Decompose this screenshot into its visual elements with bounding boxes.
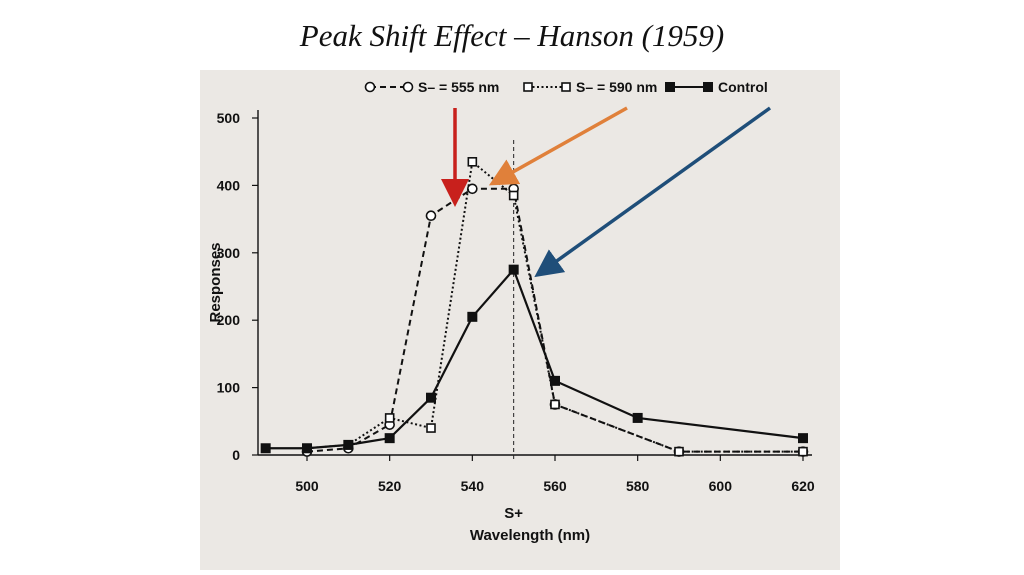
- data-point: [425, 210, 437, 222]
- y-tick-label: 100: [217, 380, 241, 396]
- data-point: [798, 446, 808, 457]
- y-tick-label: 300: [217, 245, 241, 261]
- data-point: [508, 264, 519, 275]
- data-point: [523, 82, 533, 92]
- x-tick-label: 520: [378, 478, 402, 494]
- data-point: [426, 423, 436, 433]
- x-tick-label: 620: [791, 478, 815, 494]
- y-tick-label: 0: [232, 447, 240, 463]
- data-point: [467, 311, 478, 322]
- legend-item-0: S– = 555 nm: [364, 79, 499, 95]
- data-point: [260, 443, 271, 454]
- y-tick-label: 200: [217, 312, 241, 328]
- series-line: [306, 187, 803, 453]
- data-point: [384, 413, 395, 423]
- data-point: [632, 412, 643, 423]
- data-point: [402, 81, 414, 93]
- data-point: [550, 375, 560, 386]
- annotation-arrow: [488, 106, 628, 186]
- legend-item-2: Control: [665, 79, 768, 95]
- legend-label: S– = 555 nm: [418, 79, 499, 95]
- legend-label: S– = 590 nm: [576, 79, 657, 95]
- x-tick-label: 600: [709, 478, 733, 494]
- y-axis-label: Responses: [207, 242, 224, 322]
- data-point: [426, 392, 436, 403]
- series-0: [301, 183, 809, 457]
- series-1: [302, 157, 808, 457]
- data-point: [364, 81, 376, 93]
- data-point: [550, 399, 560, 410]
- y-tick-label: 400: [217, 177, 241, 193]
- series-2: [260, 264, 808, 454]
- legend-item-1: S– = 590 nm: [523, 79, 657, 95]
- chart-svg: 0 100 200 300 400 500 500 520 540 560 580 600 620 Res…: [207, 79, 815, 544]
- data-point: [703, 82, 713, 92]
- data-point: [467, 157, 478, 167]
- data-point: [508, 190, 519, 201]
- reference-line-label: S+: [504, 505, 523, 522]
- data-point: [665, 82, 675, 92]
- legend-label: Control: [718, 79, 768, 95]
- data-point: [798, 433, 808, 444]
- series-line: [265, 267, 804, 450]
- data-point: [384, 433, 395, 444]
- x-tick-label: 500: [295, 478, 319, 494]
- y-tick-label: 500: [217, 110, 241, 126]
- data-point: [674, 446, 684, 457]
- x-tick-label: 540: [461, 478, 485, 494]
- x-axis-label: Wavelength (nm): [470, 527, 590, 544]
- slide-title: Peak Shift Effect – Hanson (1959): [299, 18, 725, 53]
- data-point: [561, 82, 571, 92]
- data-point: [302, 443, 312, 454]
- series-line: [306, 159, 803, 453]
- x-tick-label: 560: [543, 478, 567, 494]
- chart-figure: 0 100 200 300 400 500 500 520 540 560 580 600 620 Res…: [200, 70, 840, 570]
- annotation-arrow: [534, 106, 772, 278]
- data-point: [343, 439, 354, 450]
- x-tick-label: 580: [626, 478, 650, 494]
